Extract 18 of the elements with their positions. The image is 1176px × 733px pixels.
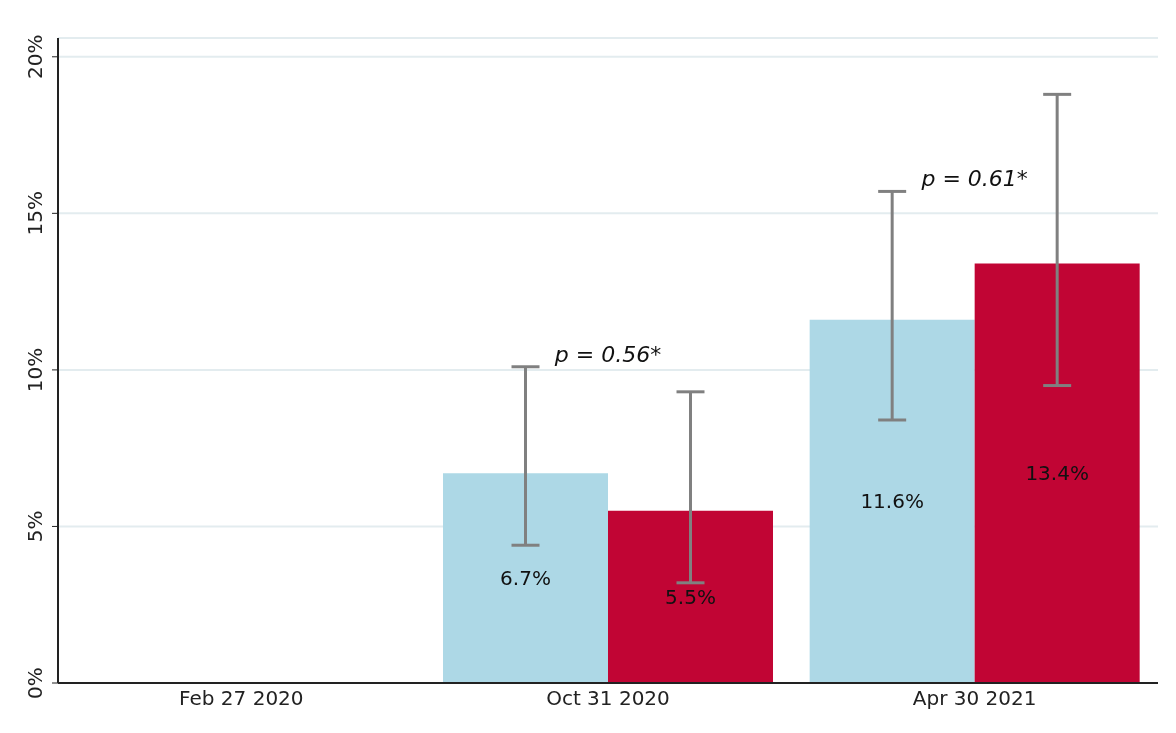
y-tick-label: 10% xyxy=(23,347,47,393)
x-tick-label: Oct 31 2020 xyxy=(546,686,670,711)
bar xyxy=(443,473,608,683)
data-label: 13.4% xyxy=(1025,461,1089,486)
x-tick-label: Feb 27 2020 xyxy=(179,686,304,711)
annotation: p = 0.56* xyxy=(553,341,662,367)
bar xyxy=(974,263,1140,683)
x-tick-label: Apr 30 2021 xyxy=(912,686,1037,711)
bar xyxy=(608,510,773,683)
y-tick-label: 5% xyxy=(23,510,47,543)
data-label: 6.7% xyxy=(500,566,551,591)
data-label: 5.5% xyxy=(665,585,716,609)
y-tick-label: 15% xyxy=(23,191,47,236)
y-tick-label: 0% xyxy=(23,667,47,699)
y-tick-label: 20% xyxy=(23,34,47,80)
data-label: 11.6% xyxy=(860,489,924,514)
bar xyxy=(809,319,975,683)
annotation: p = 0.61* xyxy=(920,166,1028,192)
